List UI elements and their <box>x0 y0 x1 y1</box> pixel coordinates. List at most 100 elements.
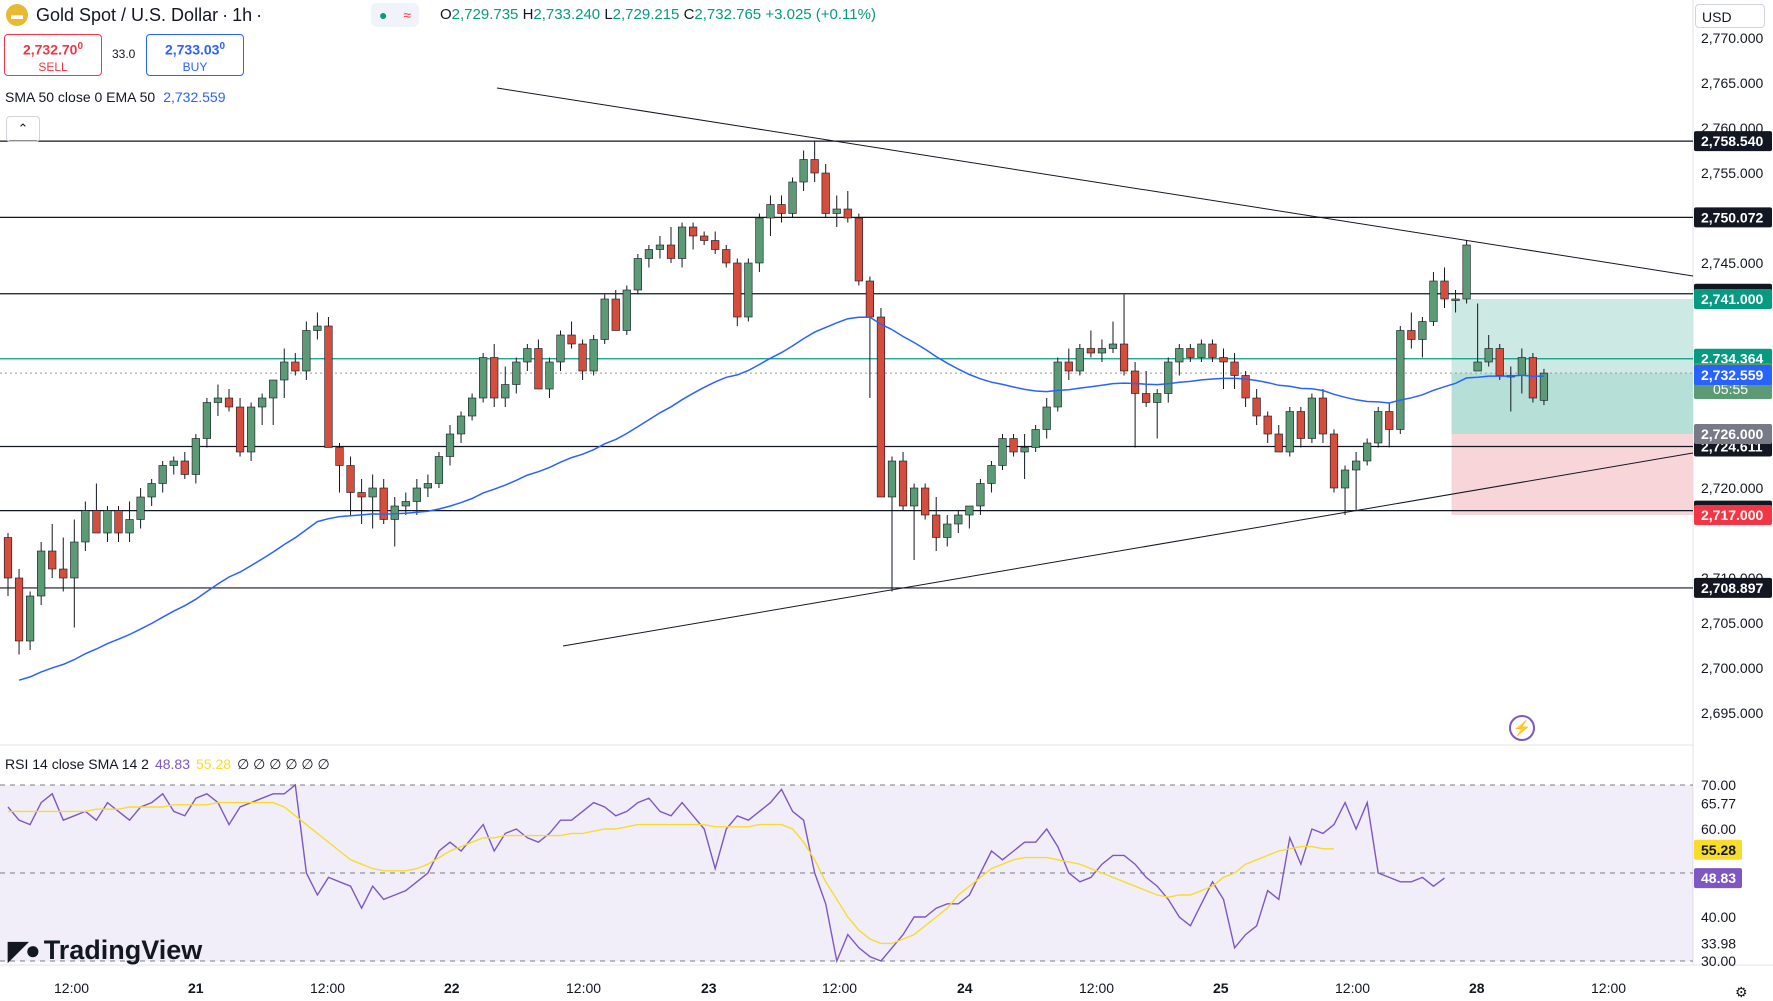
candle-body <box>1340 469 1350 489</box>
buy-price-sup: 0 <box>219 41 226 52</box>
candle-body <box>445 433 455 457</box>
price-tag-label: 2,741.000 <box>1701 291 1763 307</box>
candle-body <box>81 510 90 543</box>
candle-body <box>1440 280 1449 300</box>
candle-body <box>258 397 267 408</box>
symbol-title[interactable]: Gold Spot / U.S. Dollar <box>36 4 219 25</box>
time-tick-label: 24 <box>957 980 973 996</box>
gear-icon[interactable]: ⚙ <box>1735 984 1748 1000</box>
candle-body <box>346 465 355 493</box>
candle-body <box>92 510 101 534</box>
candle-body <box>456 415 466 435</box>
candle-body <box>744 262 753 318</box>
candle-body <box>700 235 709 241</box>
candle-body <box>788 181 797 214</box>
interval-label[interactable]: 1h <box>232 4 253 25</box>
gold-coin-icon: ▬ <box>6 4 28 26</box>
sell-price-sup: 0 <box>77 41 84 52</box>
price-tag <box>1694 364 1772 385</box>
candle-body <box>224 397 234 408</box>
level-price-tag <box>1694 131 1772 152</box>
candle-body <box>965 505 974 516</box>
candle-body <box>898 460 908 507</box>
candle-body <box>1517 357 1526 376</box>
candle-body <box>954 514 963 525</box>
ohlc-high: 2,733.240 <box>533 6 601 23</box>
level-price-label: 2,708.897 <box>1701 580 1763 596</box>
candle-body <box>280 361 289 381</box>
candle-body <box>677 226 687 259</box>
candle-body <box>755 217 764 264</box>
market-status-pill[interactable]: ● ≈ <box>371 3 419 27</box>
price-tag-label: 2,732.559 <box>1701 367 1763 383</box>
rsi-placeholders: ∅ ∅ ∅ ∅ ∅ ∅ <box>237 756 330 772</box>
level-price-label: 2,750.072 <box>1701 209 1763 225</box>
chart-header: ▬ Gold Spot / U.S. Dollar · 1h · <box>0 0 262 30</box>
interval-separator: · <box>222 4 229 25</box>
currency-selector[interactable]: USD <box>1695 4 1765 28</box>
lightning-icon[interactable]: ⚡ <box>1509 715 1535 741</box>
candle-body <box>1263 415 1272 435</box>
candle-body <box>821 172 830 214</box>
candle-body <box>777 204 786 214</box>
time-tick-label: 21 <box>188 980 204 996</box>
candle-body <box>1252 397 1261 417</box>
collapse-legend-button[interactable]: ⌃ <box>6 116 40 142</box>
indicator-value: 2,732.559 <box>163 89 226 105</box>
price-tag <box>1694 289 1772 309</box>
candle-body <box>169 460 178 466</box>
rsi-value-tag <box>1694 839 1742 860</box>
candle-body <box>1385 411 1394 430</box>
candle-body <box>313 325 322 331</box>
candle-body <box>125 519 134 534</box>
currency-label: USD <box>1702 9 1732 25</box>
price-tick-label: 2,705.000 <box>1701 615 1763 631</box>
candle-body <box>1484 348 1493 363</box>
sell-label: SELL <box>38 59 68 74</box>
countdown-label: 05:55 <box>1713 381 1748 397</box>
candle-body <box>291 361 300 372</box>
candle-body <box>1396 330 1405 430</box>
price-tag <box>1694 505 1772 525</box>
candle-body <box>1429 280 1438 322</box>
candle-body <box>103 510 112 534</box>
rsi-tick-label: 33.98 <box>1701 935 1736 951</box>
candle-body <box>302 330 311 372</box>
ohlc-open: 2,729.735 <box>451 6 519 23</box>
candle-body <box>1539 372 1549 401</box>
time-tick-label: 12:00 <box>822 980 857 996</box>
rsi-legend[interactable]: RSI 14 close SMA 14 2 48.83 55.28 ∅ ∅ ∅ ∅ ∅… <box>5 756 330 773</box>
indicator-legend[interactable]: SMA 50 close 0 EMA 50 2,732.559 <box>5 89 226 105</box>
candle-body <box>1473 361 1482 372</box>
candle-body <box>799 159 808 183</box>
candle-body <box>467 397 477 417</box>
candle-body <box>1528 357 1537 399</box>
candle-body <box>1075 348 1084 372</box>
rsi-tick-label: 30.00 <box>1701 953 1736 969</box>
candle-body <box>147 483 156 498</box>
candle-body <box>512 361 521 385</box>
candle-body <box>1451 298 1460 301</box>
candle-body <box>213 397 223 403</box>
candle-body <box>1131 370 1140 394</box>
rsi-line <box>7 783 1445 964</box>
rsi-tick-label: 65.77 <box>1701 796 1736 812</box>
candle-body <box>1274 433 1283 453</box>
candle-body <box>1175 348 1184 363</box>
candle-body <box>1495 348 1504 376</box>
candle-body <box>655 244 665 250</box>
price-tick-label: 2,770.000 <box>1701 30 1763 46</box>
rsi-tick-label: 60.00 <box>1701 821 1736 837</box>
candle-body <box>644 249 653 259</box>
candle-body <box>1108 343 1118 349</box>
buy-button[interactable]: 2,733.030 BUY <box>146 34 244 76</box>
buy-price: 2,733.03 <box>164 41 220 58</box>
candle-body <box>136 496 145 520</box>
price-tick-label: 2,720.000 <box>1701 480 1763 496</box>
candle-body <box>357 492 366 498</box>
time-tick-label: 12:00 <box>1079 980 1114 996</box>
candle-body <box>1042 406 1051 430</box>
candle-body <box>379 487 388 520</box>
sell-button[interactable]: 2,732.700 SELL <box>4 34 102 76</box>
